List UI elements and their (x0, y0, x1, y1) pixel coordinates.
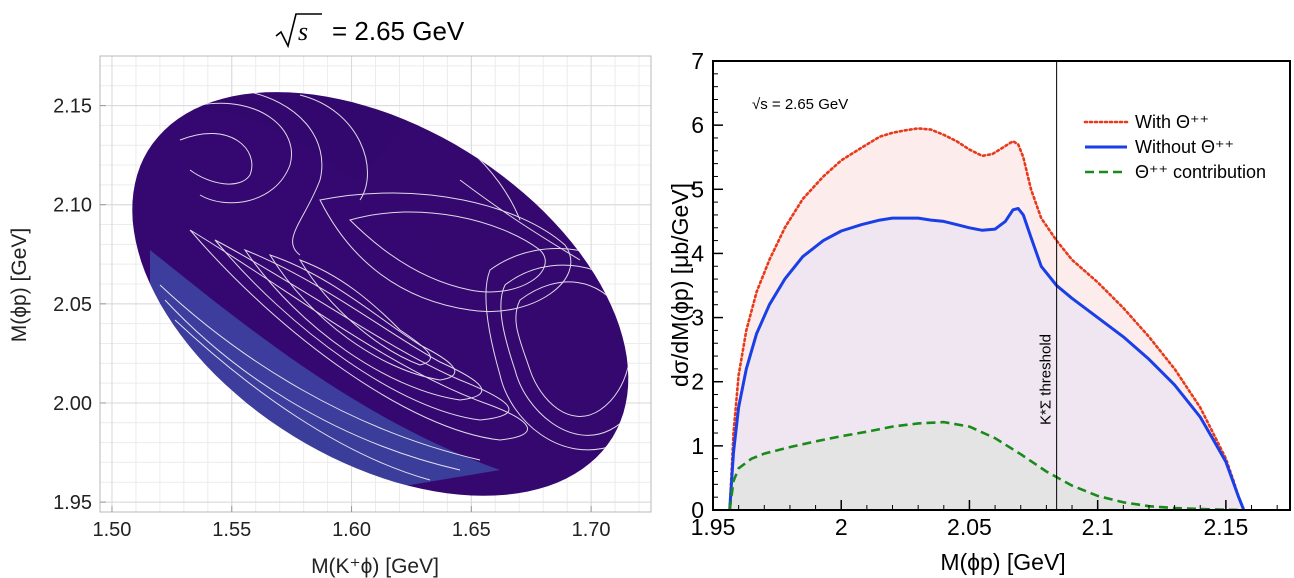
energy-annotation: √s = 2.65 GeV (752, 96, 848, 113)
title-rest: = 2.65 GeV (332, 16, 465, 46)
y-tick-label: 6 (691, 112, 704, 138)
x-tick-label: 2 (835, 514, 848, 540)
dalitz-y-axis-label: M(ϕp) [GeV] (8, 228, 31, 342)
dalitz-frame (99, 55, 652, 513)
cross-section-panel: K*Σ threshold 1.95 2 2.05 2.1 2.15 0 1 2 3 4 5 6 7 W… (667, 48, 1291, 575)
dalitz-heatmap (132, 92, 629, 496)
series-line-with (728, 127, 1246, 510)
dalitz-y-tick-label: 1.95 (53, 492, 92, 514)
title-var: s (298, 17, 308, 46)
series-line-contribution (728, 420, 1244, 510)
cross-section-frame (712, 60, 1291, 511)
cross-section-axes: 1.95 2 2.05 2.1 2.15 0 1 2 3 4 5 6 7 (691, 48, 1278, 540)
dalitz-x-tick-label: 1.65 (452, 519, 491, 541)
cross-section-border (712, 60, 1291, 511)
dalitz-y-tick-label: 2.05 (53, 294, 92, 316)
y-tick-label: 0 (691, 497, 704, 523)
cross-section-y-axis-label: dσ/dM(ϕp) [μb/GeV] (667, 183, 693, 387)
legend-label-with: With Θ⁺⁺ (1135, 112, 1209, 132)
series-line-without (728, 207, 1246, 510)
x-tick-label: 2.05 (947, 514, 992, 540)
series-lines (728, 127, 1246, 510)
dalitz-y-tick-label: 2.15 (53, 96, 92, 118)
dalitz-axes: 1.50 1.55 1.60 1.65 1.70 1.95 2.00 2.05 2.10 2.15 (53, 96, 611, 541)
legend-label-contribution: Θ⁺⁺ contribution (1135, 162, 1266, 182)
area-fills (729, 128, 1244, 510)
threshold-label: K*Σ threshold (1038, 334, 1055, 425)
cross-section-x-axis-label: M(ϕp) [GeV] (940, 549, 1065, 575)
threshold-marker: K*Σ threshold (1038, 61, 1058, 510)
x-tick-label: 2.15 (1204, 514, 1249, 540)
dalitz-x-tick-label: 1.60 (332, 519, 371, 541)
y-tick-label: 1 (691, 433, 704, 459)
y-tick-label: 5 (691, 176, 704, 202)
x-tick-label: 2.1 (1082, 514, 1114, 540)
legend: With Θ⁺⁺ Without Θ⁺⁺ Θ⁺⁺ contribution (1083, 112, 1266, 182)
y-tick-label: 3 (691, 305, 704, 331)
dalitz-plot-panel: 1.50 1.55 1.60 1.65 1.70 1.95 2.00 2.05 2.10 2.15… (8, 13, 652, 578)
dalitz-y-tick-label: 2.10 (53, 195, 92, 217)
dalitz-y-tick-label: 2.00 (53, 393, 92, 415)
dalitz-x-axis-label: M(K⁺ϕ) [GeV] (311, 555, 439, 578)
dalitz-x-tick-label: 1.70 (572, 519, 611, 541)
series-fill-contribution (729, 422, 1244, 510)
dalitz-x-tick-label: 1.50 (93, 519, 132, 541)
dalitz-border (99, 55, 652, 513)
dalitz-title: s = 2.65 GeV (275, 13, 465, 49)
y-tick-label: 2 (691, 369, 704, 395)
x-tick-label: 1.95 (691, 514, 736, 540)
legend-label-without: Without Θ⁺⁺ (1135, 137, 1234, 157)
dalitz-x-tick-label: 1.55 (212, 519, 251, 541)
y-tick-label: 4 (691, 240, 704, 266)
y-tick-label: 7 (691, 48, 704, 74)
